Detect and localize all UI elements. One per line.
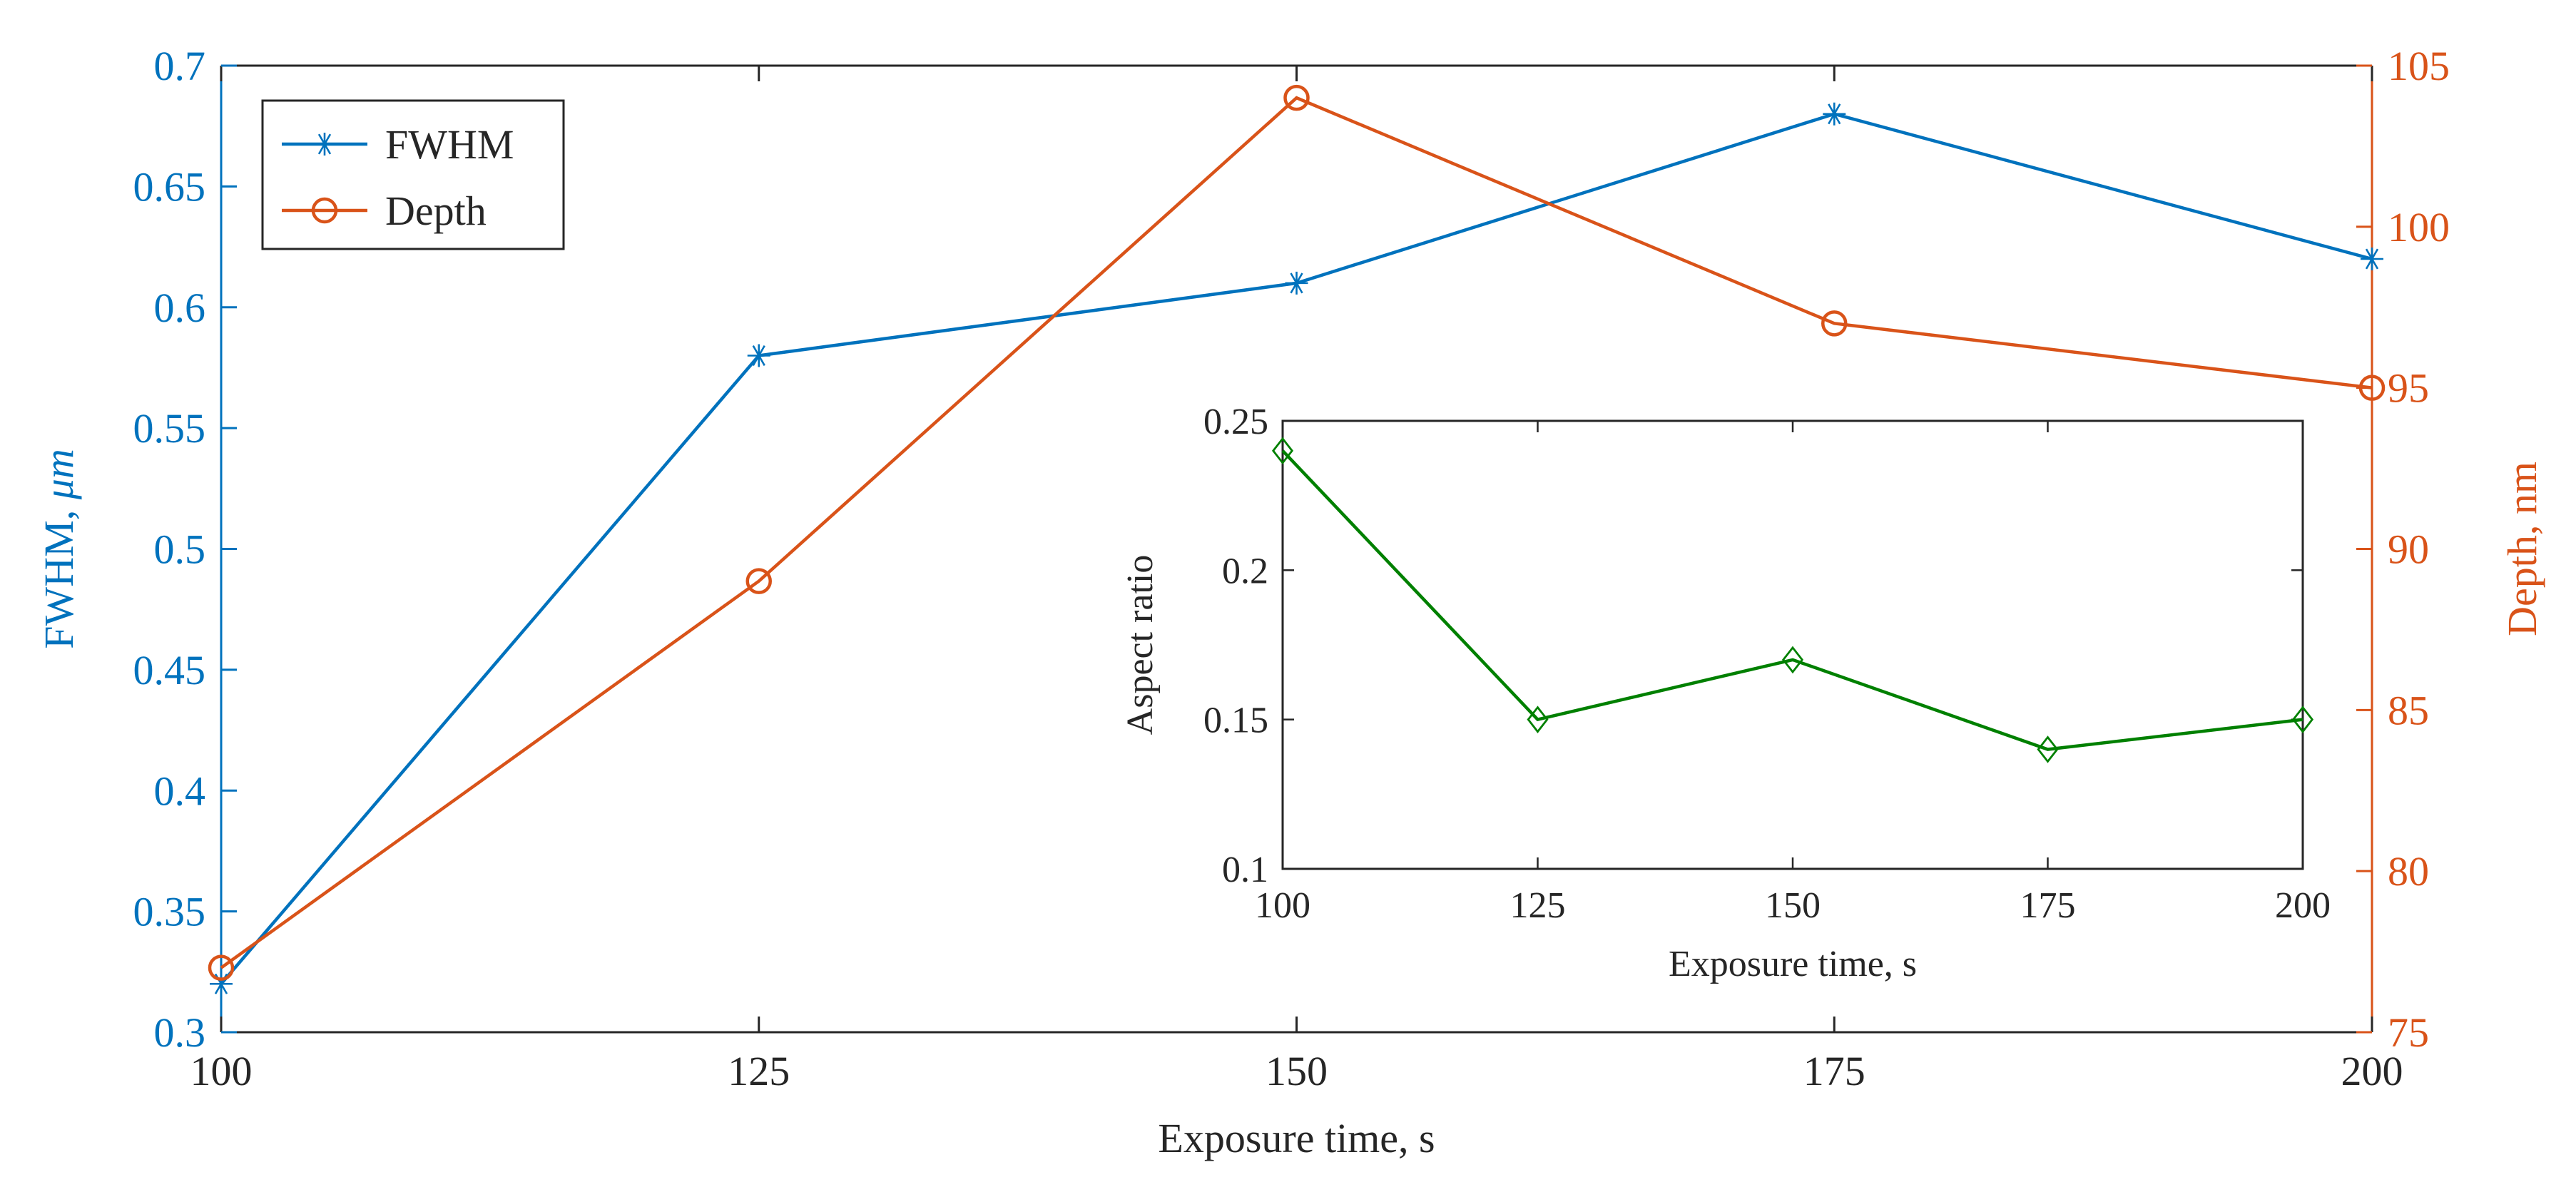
left-y-tick-label: 0.4 — [154, 768, 206, 814]
left-y-tick-label: 0.6 — [154, 285, 206, 331]
main-x-tick-label: 150 — [1266, 1048, 1328, 1094]
left-y-axis-title: FWHM, μm — [36, 449, 82, 648]
left-y-tick-label: 0.7 — [154, 43, 206, 89]
inset-x-tick-label: 200 — [2275, 885, 2331, 926]
inset-y-axis-title: Aspect ratio — [1120, 555, 1161, 735]
inset-y-tick-label: 0.25 — [1203, 402, 1268, 442]
aspect-ratio-point — [1527, 706, 1549, 733]
inset-y-tick-label: 0.1 — [1222, 850, 1268, 890]
main-x-tick-label: 175 — [1803, 1048, 1865, 1094]
left-y-tick-label: 0.65 — [133, 163, 206, 210]
legend-box — [261, 99, 565, 250]
left-y-tick-label: 0.55 — [133, 405, 206, 452]
depth-point — [745, 568, 772, 594]
inset-y-tick-label: 0.2 — [1222, 551, 1268, 591]
fwhm-point — [1285, 271, 1308, 295]
left-y-tick-label: 0.3 — [154, 1009, 206, 1056]
inset-chart: 100 125 150 175 200 Exposure time, s 0.1 0.15 0.… — [1120, 402, 2331, 984]
right-y-tick-label: 105 — [2388, 43, 2450, 89]
left-y-tick-label: 0.45 — [133, 647, 206, 693]
inset-x-axis-title: Exposure time, s — [1669, 944, 1917, 984]
inset-y-tick-label: 0.15 — [1203, 701, 1268, 741]
right-y-tick-label: 95 — [2388, 365, 2429, 412]
legend-fwhm-label: FWHM — [385, 121, 514, 168]
right-y-tick-label: 85 — [2388, 687, 2429, 733]
aspect-ratio-point — [1271, 437, 1294, 465]
left-y-axis-title-text: FWHM, — [36, 499, 82, 648]
left-y-tick-label: 0.5 — [154, 526, 206, 573]
legend: FWHM Depth — [261, 99, 565, 250]
right-y-tick-label: 80 — [2388, 848, 2429, 895]
legend-depth-marker — [311, 197, 338, 224]
inset-x-tick-label: 100 — [1255, 885, 1310, 926]
aspect-ratio-point — [2037, 735, 2059, 763]
depth-point — [1283, 84, 1310, 111]
inset-x-tick-label: 175 — [2020, 885, 2076, 926]
legend-fwhm-marker — [313, 133, 336, 156]
left-y-tick-label: 0.35 — [133, 889, 206, 935]
inset-axes-box — [1281, 419, 2304, 870]
fwhm-point — [2361, 248, 2383, 270]
right-y-tick-label: 90 — [2388, 526, 2429, 573]
main-x-tick-label: 100 — [190, 1048, 253, 1094]
depth-point — [208, 954, 235, 981]
fwhm-point — [747, 344, 770, 367]
aspect-ratio-series-line — [1281, 449, 2303, 751]
depth-point — [1821, 310, 1848, 337]
aspect-ratio-point — [1781, 646, 1804, 674]
inset-x-tick-label: 125 — [1510, 885, 1566, 926]
legend-depth-label: Depth — [385, 188, 487, 234]
left-y-axis-title-unit: μm — [36, 449, 82, 500]
fwhm-point — [1823, 102, 1846, 126]
aspect-ratio-point — [2291, 706, 2314, 733]
right-y-tick-label: 100 — [2388, 204, 2450, 250]
depth-point — [2358, 375, 2386, 401]
right-y-axis-title: Depth, nm — [2499, 462, 2545, 636]
main-x-tick-label: 200 — [2341, 1048, 2403, 1094]
main-x-tick-label: 125 — [728, 1048, 790, 1094]
main-x-axis-title: Exposure time, s — [1158, 1115, 1435, 1161]
inset-x-tick-label: 150 — [1765, 885, 1821, 926]
right-y-tick-label: 75 — [2388, 1009, 2429, 1056]
depth-series-line — [220, 96, 2373, 969]
